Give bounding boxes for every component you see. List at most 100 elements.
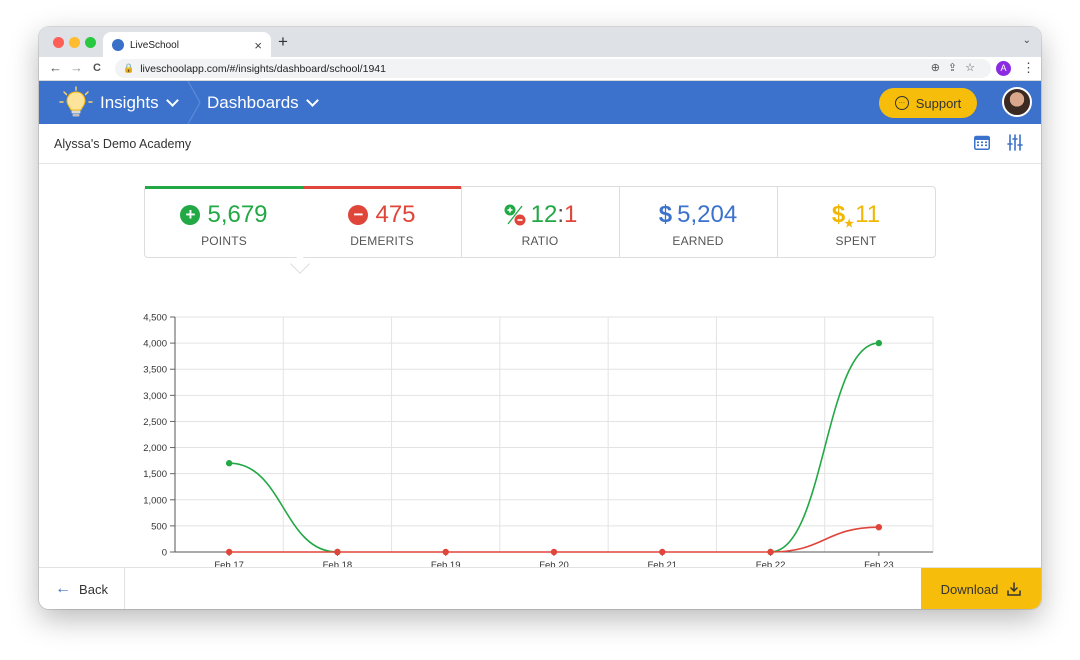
y-tick-label: 4,500 bbox=[143, 313, 167, 324]
demerits-value-row: − 475 bbox=[303, 201, 461, 229]
x-tick-label: Feb 23 bbox=[864, 560, 894, 567]
dollar-star-icon: $★ bbox=[831, 201, 855, 230]
demerits-stat[interactable]: − 475 DEMERITS bbox=[303, 187, 461, 257]
x-tick-label: Feb 19 bbox=[431, 560, 461, 567]
chevron-down-icon bbox=[305, 94, 319, 107]
liveschool-favicon-icon bbox=[112, 39, 124, 51]
earned-value-row: $ 5,204 bbox=[619, 201, 777, 229]
support-button[interactable]: … Support bbox=[879, 88, 977, 118]
url-text[interactable]: liveschoolapp.com/#/insights/dashboard/s… bbox=[140, 62, 386, 75]
insights-label: Insights bbox=[100, 93, 159, 112]
y-tick-label: 2,500 bbox=[143, 417, 167, 428]
tab-strip: LiveSchool × + ⌄ bbox=[39, 27, 1041, 58]
data-point bbox=[659, 548, 666, 556]
dashboard-content: + 5,679 POINTS − 475 DEMERITS bbox=[39, 164, 1041, 567]
app-header: Insights Dashboards … Support bbox=[39, 81, 1041, 124]
ratio-left-value: 12 bbox=[530, 201, 558, 228]
y-tick-label: 4,000 bbox=[143, 339, 167, 350]
y-tick-label: 0 bbox=[162, 548, 167, 559]
breadcrumb-separator-icon bbox=[187, 81, 201, 124]
forward-nav-icon[interactable]: → bbox=[70, 60, 83, 75]
footer-bar: ← Back Download bbox=[39, 567, 1041, 609]
points-value: 5,679 bbox=[207, 201, 268, 228]
x-tick-label: Feb 21 bbox=[647, 560, 677, 567]
chat-bubble-icon: … bbox=[894, 96, 909, 110]
series-line bbox=[229, 462, 338, 553]
back-button[interactable]: ← Back bbox=[39, 568, 125, 609]
points-value-row: + 5,679 bbox=[145, 201, 303, 229]
filter-sliders-icon[interactable] bbox=[1007, 134, 1023, 151]
line-chart: 0 500 1,000 1,500 2,000 2,500 3,000 3,500 4,000 4… bbox=[143, 313, 934, 567]
divider bbox=[619, 187, 620, 257]
spent-value-row: $★ 11 bbox=[777, 201, 935, 230]
selected-stat-caret bbox=[290, 254, 310, 274]
divider bbox=[461, 187, 462, 257]
y-tick-label: 3,500 bbox=[143, 365, 167, 376]
ratio-stat[interactable]: 12 : 1 RATIO bbox=[461, 187, 619, 257]
browser-toolbar: ← → C 🔒 liveschoolapp.com/#/insights/das… bbox=[39, 57, 1041, 81]
browser-window: LiveSchool × + ⌄ ← → C 🔒 liveschoolapp.c… bbox=[39, 27, 1041, 609]
y-tick-label: 3,000 bbox=[143, 391, 167, 402]
points-label: POINTS bbox=[201, 234, 247, 248]
insights-menu[interactable]: Insights bbox=[100, 93, 179, 113]
ratio-value-row: 12 : 1 bbox=[461, 201, 619, 229]
ratio-icon bbox=[504, 204, 526, 226]
subheader: Alyssa's Demo Academy bbox=[39, 124, 1041, 164]
back-label: Back bbox=[79, 581, 108, 597]
user-avatar[interactable] bbox=[1002, 87, 1032, 117]
lightbulb-logo-icon bbox=[59, 86, 93, 117]
download-icon bbox=[1007, 582, 1022, 596]
data-point bbox=[225, 548, 233, 556]
earned-stat[interactable]: $ 5,204 EARNED bbox=[619, 187, 777, 257]
earned-value: 5,204 bbox=[677, 201, 738, 228]
minimize-window-button[interactable] bbox=[69, 37, 80, 48]
data-point bbox=[334, 548, 341, 556]
minus-circle-icon: − bbox=[348, 205, 369, 225]
dollar-icon: $ bbox=[658, 201, 673, 228]
points-accent-bar bbox=[145, 186, 303, 189]
tab-title: LiveSchool bbox=[130, 39, 179, 51]
maximize-window-button[interactable] bbox=[85, 37, 96, 48]
series-line bbox=[770, 342, 879, 553]
spent-label: SPENT bbox=[835, 234, 877, 248]
data-point bbox=[550, 548, 558, 556]
omnibox-actions-icon[interactable]: ⊕⇪☆ bbox=[930, 62, 983, 74]
y-tick-label: 1,000 bbox=[143, 495, 167, 506]
close-tab-icon[interactable]: × bbox=[254, 37, 262, 53]
support-label: Support bbox=[915, 95, 962, 111]
divider bbox=[777, 187, 778, 257]
data-point bbox=[225, 460, 233, 467]
tab-search-icon[interactable]: ⌄ bbox=[1022, 35, 1031, 46]
demerits-value: 475 bbox=[375, 201, 416, 228]
x-tick-label: Feb 22 bbox=[756, 560, 786, 567]
calendar-icon[interactable] bbox=[974, 135, 990, 150]
browser-menu-icon[interactable]: ⋮ bbox=[1022, 60, 1035, 75]
demerits-label: DEMERITS bbox=[350, 234, 414, 248]
download-button[interactable]: Download bbox=[921, 568, 1041, 609]
ratio-right-value: 1 bbox=[564, 201, 578, 228]
x-tick-label: Feb 18 bbox=[323, 560, 353, 567]
spent-stat[interactable]: $★ 11 SPENT bbox=[777, 187, 935, 257]
profile-avatar-icon[interactable]: A bbox=[996, 61, 1011, 76]
browser-tab[interactable]: LiveSchool × bbox=[103, 32, 271, 58]
data-point bbox=[442, 548, 449, 556]
x-tick-label: Feb 20 bbox=[539, 560, 569, 567]
close-window-button[interactable] bbox=[53, 37, 64, 48]
spent-value: 11 bbox=[855, 201, 881, 228]
star-icon: ★ bbox=[844, 218, 855, 230]
ratio-label: RATIO bbox=[521, 234, 559, 248]
address-bar[interactable]: 🔒 liveschoolapp.com/#/insights/dashboard… bbox=[115, 59, 991, 78]
dashboards-label: Dashboards bbox=[207, 93, 299, 112]
spent-prefix: $ bbox=[831, 201, 846, 228]
new-tab-button[interactable]: + bbox=[278, 32, 288, 51]
reload-icon[interactable]: C bbox=[93, 62, 101, 74]
back-nav-icon[interactable]: ← bbox=[49, 60, 62, 75]
dashboards-menu[interactable]: Dashboards bbox=[207, 93, 319, 113]
school-name: Alyssa's Demo Academy bbox=[54, 137, 192, 151]
chevron-down-icon bbox=[165, 94, 179, 107]
stats-panel: + 5,679 POINTS − 475 DEMERITS bbox=[144, 186, 936, 274]
data-point bbox=[875, 339, 883, 347]
download-label: Download bbox=[940, 581, 999, 597]
demerits-accent-bar bbox=[303, 186, 461, 189]
points-stat[interactable]: + 5,679 POINTS bbox=[145, 187, 303, 257]
